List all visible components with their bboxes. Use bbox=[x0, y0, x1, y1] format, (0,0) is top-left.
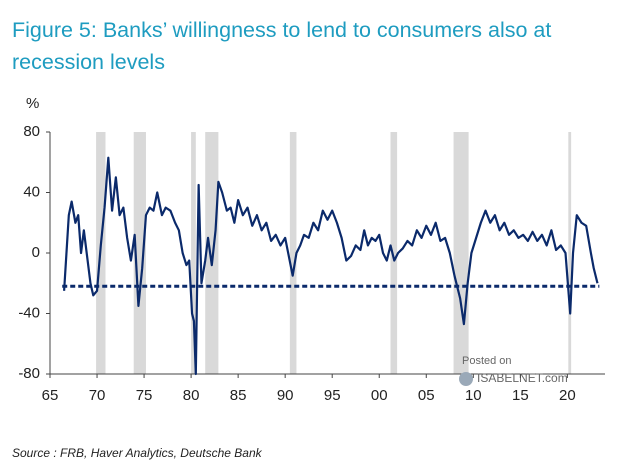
chart-title: Figure 5: Banks’ willingness to lend to … bbox=[12, 18, 552, 74]
x-tick-label: 80 bbox=[183, 387, 200, 404]
recession-band bbox=[191, 132, 196, 374]
watermark: Posted on bbox=[462, 355, 512, 367]
recession-band bbox=[133, 132, 146, 374]
recession-band bbox=[289, 132, 297, 374]
watermark: ISABELNET.com bbox=[477, 371, 568, 385]
x-tick-label: 05 bbox=[418, 387, 435, 404]
x-tick-label: 20 bbox=[559, 387, 576, 404]
data-line bbox=[63, 156, 599, 376]
x-tick-label: 90 bbox=[277, 387, 294, 404]
y-tick-label: 80 bbox=[23, 123, 40, 140]
recession-band bbox=[205, 132, 219, 374]
x-tick-label: 10 bbox=[465, 387, 482, 404]
y-axis-label: % bbox=[26, 95, 39, 112]
source-note: Source : FRB, Haver Analytics, Deutsche … bbox=[12, 446, 262, 460]
recession-band bbox=[453, 132, 469, 374]
x-tick-label: 70 bbox=[89, 387, 106, 404]
watermark-icon bbox=[459, 372, 473, 386]
y-tick-label: -40 bbox=[18, 304, 40, 321]
x-tick-label: 15 bbox=[512, 387, 529, 404]
x-tick-label: 00 bbox=[371, 387, 388, 404]
x-tick-label: 75 bbox=[136, 387, 153, 404]
y-tick-label: 40 bbox=[23, 183, 40, 200]
x-tick-label: 65 bbox=[42, 387, 59, 404]
recession-band bbox=[568, 132, 572, 374]
y-tick-label: 0 bbox=[32, 244, 40, 261]
x-tick-label: 85 bbox=[230, 387, 247, 404]
y-tick-label: -80 bbox=[18, 365, 40, 382]
x-tick-label: 95 bbox=[324, 387, 341, 404]
recession-band bbox=[390, 132, 398, 374]
